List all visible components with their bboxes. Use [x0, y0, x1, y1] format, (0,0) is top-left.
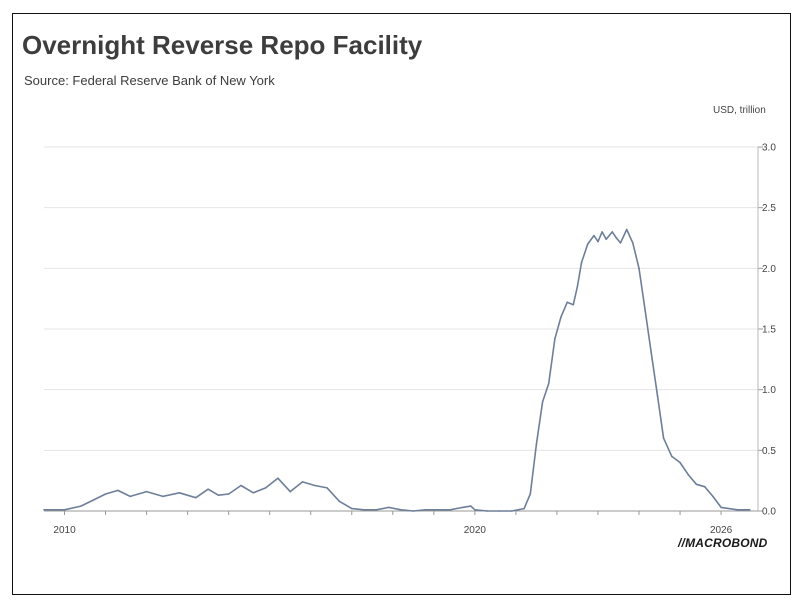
data-point — [679, 461, 681, 464]
data-point — [474, 509, 476, 511]
data-point — [605, 238, 607, 240]
data-point — [625, 228, 628, 231]
data-point — [314, 484, 316, 487]
data-point — [593, 234, 595, 237]
data-point — [424, 509, 427, 511]
data-point — [554, 337, 556, 340]
data-point — [207, 488, 209, 491]
data-point — [619, 242, 622, 244]
data-point — [264, 487, 267, 489]
data-point — [644, 310, 646, 312]
data-point — [632, 242, 634, 244]
data-point — [400, 509, 402, 511]
grid-lines — [44, 146, 758, 451]
y-tick-label: 0.0 — [762, 507, 776, 518]
y-tick-label: 3.0 — [762, 143, 776, 154]
data-point — [178, 492, 181, 494]
data-point — [326, 487, 328, 489]
data-point — [80, 505, 82, 507]
data-point — [129, 495, 131, 498]
data-point — [511, 510, 513, 512]
macrobond-logo: //MACROBOND — [678, 536, 768, 550]
data-point — [720, 506, 722, 509]
data-point — [252, 492, 255, 494]
y-tick-label: 2.5 — [762, 203, 776, 214]
data-point — [217, 494, 220, 497]
x-tick-label: 2026 — [710, 525, 733, 536]
y-tick-label: 1.0 — [762, 385, 776, 396]
data-point — [638, 267, 640, 270]
chart-subtitle: Source: Federal Reserve Bank of New York — [24, 73, 275, 88]
data-point — [736, 509, 739, 511]
data-point — [601, 231, 603, 233]
data-point — [498, 510, 501, 512]
data-point — [363, 509, 365, 511]
data-point — [576, 285, 579, 288]
data-point — [703, 485, 706, 488]
data-point — [437, 509, 439, 511]
y-axis-unit-label: USD, trillion — [713, 105, 766, 116]
data-point — [580, 261, 583, 264]
data-point — [338, 500, 341, 503]
data-point — [695, 483, 698, 486]
data-point — [566, 301, 568, 304]
data-point — [375, 509, 378, 511]
data-point — [712, 495, 714, 498]
data-point — [560, 316, 562, 318]
data-point — [227, 493, 230, 495]
data-point — [43, 509, 45, 511]
data-point — [117, 489, 119, 492]
data-point — [92, 499, 94, 501]
data-point — [277, 477, 279, 480]
data-point — [572, 303, 575, 306]
chart-title: Overnight Reverse Repo Facility — [22, 30, 423, 60]
data-point — [104, 493, 107, 495]
data-point — [351, 507, 353, 510]
data-point — [145, 490, 148, 493]
data-point — [412, 510, 415, 512]
data-point — [449, 509, 452, 511]
data-point — [671, 455, 673, 458]
data-point — [486, 510, 489, 512]
y-tick-label: 1.5 — [762, 325, 776, 336]
y-tick-label: 0.5 — [762, 446, 776, 457]
data-point — [461, 506, 464, 509]
x-tick-label: 2010 — [53, 525, 76, 536]
data-point — [662, 437, 665, 440]
data-point — [687, 473, 689, 476]
data-point — [615, 237, 618, 239]
series-line — [44, 228, 750, 512]
data-point — [535, 443, 538, 446]
data-point — [529, 493, 532, 495]
data-point — [749, 509, 751, 511]
data-point — [301, 481, 304, 483]
x-tick-label: 2020 — [464, 525, 487, 536]
data-point — [289, 490, 292, 493]
data-point — [586, 243, 589, 245]
axes — [44, 146, 763, 515]
data-point — [547, 382, 550, 385]
data-point — [470, 505, 472, 507]
data-point — [656, 394, 659, 397]
data-point — [523, 507, 525, 510]
series-group — [43, 228, 751, 512]
y-tick-label: 2.0 — [762, 264, 776, 275]
data-point — [162, 495, 164, 498]
data-point — [611, 231, 614, 233]
data-point — [650, 352, 653, 355]
data-point — [63, 509, 66, 511]
data-point — [597, 240, 599, 243]
data-point — [387, 506, 390, 509]
chart-frame — [12, 13, 791, 595]
tick-labels: 0.0 0.5 1.0 1.5 2.0 2.5 3.0 2010 2020 2026 — [53, 143, 776, 537]
data-point — [240, 484, 242, 487]
data-point — [541, 401, 544, 403]
data-point — [195, 496, 197, 499]
